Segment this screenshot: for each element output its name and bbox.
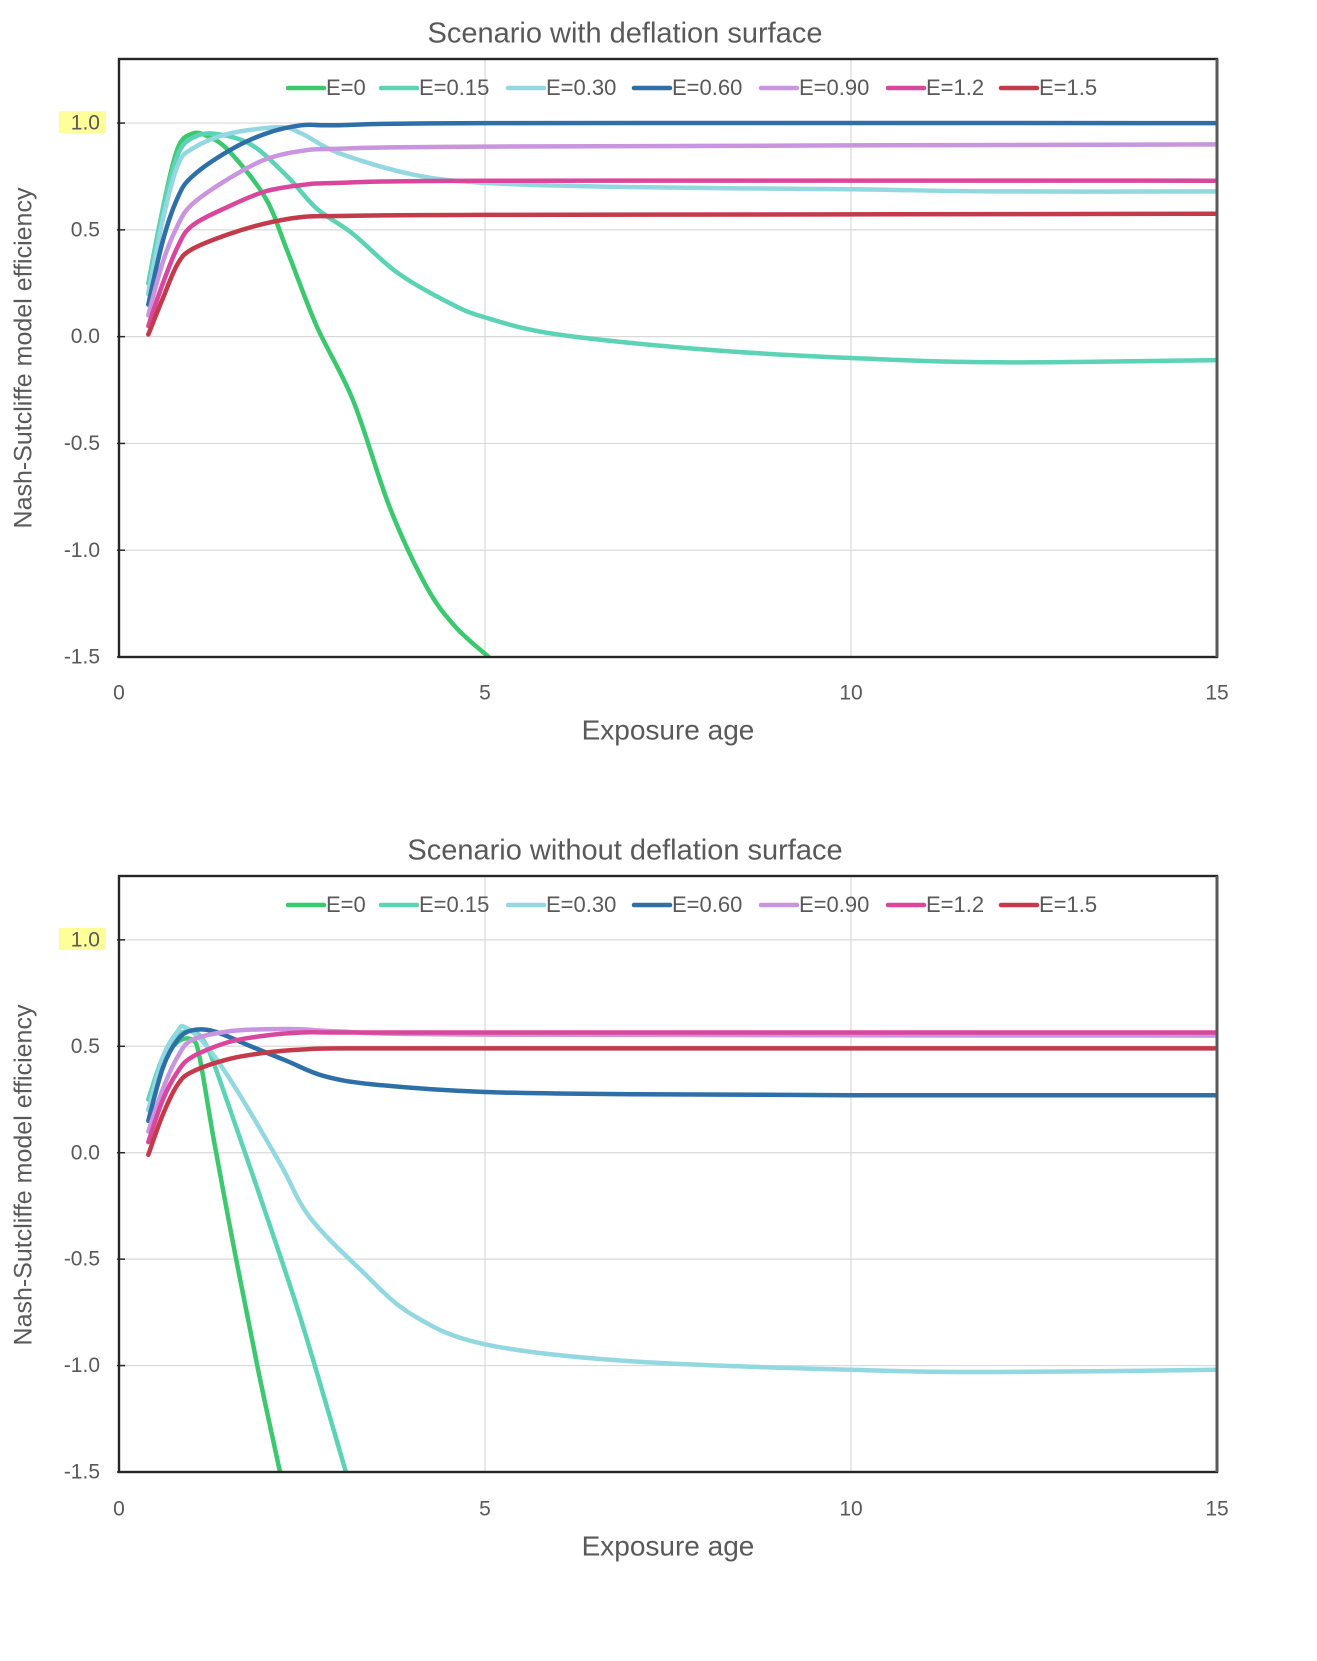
series-line-e-1-2: [146, 178, 1217, 329]
y-axis-title: Nash-Sutcliffe model efficiency: [10, 187, 38, 528]
x-tick-label: 5: [479, 682, 491, 705]
legend-label: E=0.60: [672, 892, 742, 917]
series-line-e-0-60: [146, 120, 1217, 307]
series-line-e-0-30: [146, 1023, 1217, 1375]
y-tick-label: 1.0: [71, 928, 100, 951]
legend-item: E=0.90: [758, 75, 869, 100]
x-tick-label: 0: [113, 682, 125, 705]
y-tick-label: -1.5: [64, 1461, 100, 1484]
series-line-e-1-5: [146, 1046, 1217, 1158]
series-line-e-0-90: [146, 1026, 1217, 1134]
series-group: [146, 1023, 1217, 1472]
y-tick-label: -1.5: [64, 646, 100, 669]
chart-panel-1: Scenario with deflation surface 1.0 0.5 0.0…: [10, 18, 1229, 746]
y-tick-label: 0.0: [71, 325, 100, 348]
legend-item: E=1.5: [998, 75, 1097, 100]
x-tick-label: 15: [1205, 682, 1228, 705]
legend-item: E=0.60: [631, 892, 742, 917]
legend-label: E=1.2: [926, 75, 984, 100]
y-tick-label: 0.5: [71, 1035, 100, 1058]
x-tick-label: 15: [1205, 1498, 1228, 1521]
x-axis-title: Exposure age: [582, 714, 755, 745]
legend-item: E=0: [285, 892, 366, 917]
series-line-e-0-60: [146, 1027, 1217, 1124]
legend-label: E=0.30: [546, 892, 616, 917]
legend-label: E=1.5: [1039, 75, 1097, 100]
legend-item: E=0.15: [378, 75, 489, 100]
legend-label: E=0.60: [672, 75, 742, 100]
legend-item: E=0.15: [378, 892, 489, 917]
legend-label: E=0.15: [419, 892, 489, 917]
legend-label: E=0.30: [546, 75, 616, 100]
y-tick-label: 0.5: [71, 218, 100, 241]
x-tick-label: 10: [839, 682, 862, 705]
series-line-e-1-5: [146, 211, 1217, 337]
y-tick-label: 0.0: [71, 1141, 100, 1164]
x-tick-label: 0: [113, 1498, 125, 1521]
x-axis-title: Exposure age: [582, 1530, 755, 1561]
chart-title: Scenario with deflation surface: [428, 18, 823, 50]
y-tick-label: 1.0: [71, 112, 100, 135]
y-axis-title: Nash-Sutcliffe model efficiency: [10, 1004, 38, 1345]
series-line-e-0-15: [146, 1028, 349, 1472]
legend-item: E=1.2: [885, 75, 984, 100]
legend-label: E=1.5: [1039, 892, 1097, 917]
legend-label: E=0: [326, 75, 366, 100]
y-tick-label: -1.0: [64, 1354, 100, 1377]
plot-frame: [117, 57, 1219, 659]
legend-label: E=0: [326, 892, 366, 917]
series-line-e-0-90: [146, 142, 1217, 318]
legend: E=0 E=0.15 E=0.30 E=0.60 E=0.90 E=1.2 E=1.5: [285, 892, 1097, 917]
legend-label: E=1.2: [926, 892, 984, 917]
x-tick-label: 5: [479, 1498, 491, 1521]
legend-label: E=0.90: [799, 75, 869, 100]
highlight-marker: [59, 111, 106, 134]
y-tick-label: -0.5: [64, 432, 100, 455]
legend-item: E=1.5: [998, 892, 1097, 917]
series-line-e-0-30: [146, 125, 1217, 297]
series-line-e-1-2: [146, 1029, 1217, 1145]
legend: E=0 E=0.15 E=0.30 E=0.60 E=0.90 E=1.2 E=1.5: [285, 75, 1097, 100]
legend-label: E=0.90: [799, 892, 869, 917]
chart-title: Scenario without deflation surface: [407, 835, 842, 867]
legend-label: E=0.15: [419, 75, 489, 100]
chart-panel-2: Scenario without deflation surface 1.0 0.5…: [10, 835, 1229, 1562]
legend-item: E=0.30: [505, 892, 616, 917]
legend-item: E=0.30: [505, 75, 616, 100]
y-tick-label: -1.0: [64, 539, 100, 562]
series-line-e-0: [146, 130, 491, 657]
series-group: [146, 120, 1217, 657]
legend-item: E=0.60: [631, 75, 742, 100]
legend-item: E=0.90: [758, 892, 869, 917]
legend-item: E=0: [285, 75, 366, 100]
legend-item: E=1.2: [885, 892, 984, 917]
y-tick-label: -0.5: [64, 1248, 100, 1271]
highlight-marker: [59, 927, 106, 950]
series-line-e-0-15: [146, 131, 1217, 365]
x-tick-label: 10: [839, 1498, 862, 1521]
